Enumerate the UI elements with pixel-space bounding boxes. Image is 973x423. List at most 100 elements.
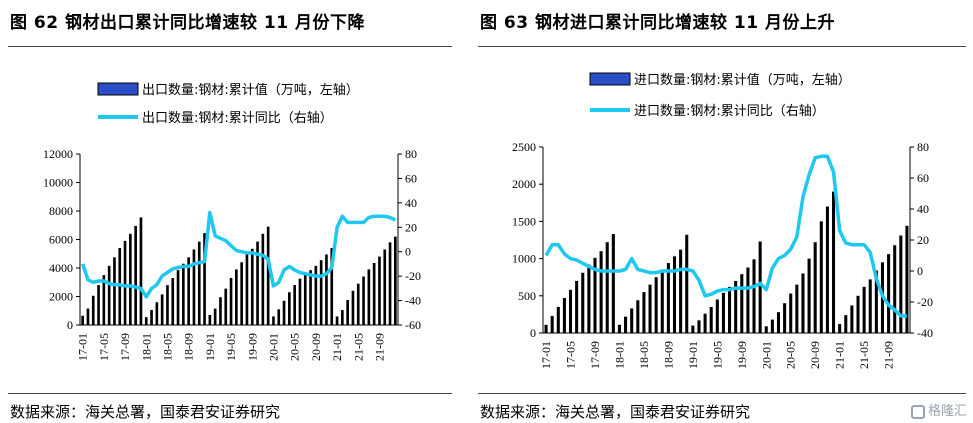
bar bbox=[666, 263, 670, 333]
bar bbox=[229, 277, 233, 325]
bar bbox=[91, 295, 95, 325]
legend-bar-label: 出口数量:钢材:累计值（万吨，左轴） bbox=[142, 82, 359, 98]
bar bbox=[562, 298, 566, 333]
bar bbox=[734, 280, 738, 333]
right-tick-label: -20 bbox=[405, 269, 421, 283]
right-tick-label: -40 bbox=[405, 294, 421, 308]
bar bbox=[691, 325, 695, 333]
x-tick-label: 21-01 bbox=[833, 341, 847, 369]
right-tick-label: 80 bbox=[917, 140, 929, 154]
bar bbox=[556, 306, 560, 333]
right-tick-label: 20 bbox=[405, 220, 417, 234]
bar bbox=[660, 269, 664, 333]
bar bbox=[728, 286, 732, 333]
bar bbox=[256, 241, 259, 325]
bar bbox=[224, 288, 228, 325]
bar bbox=[642, 292, 646, 333]
title-rule bbox=[478, 46, 966, 47]
bar bbox=[394, 236, 397, 325]
x-tick-label: 17-09 bbox=[588, 341, 602, 369]
right-tick-label: 60 bbox=[917, 171, 929, 185]
legend-line-label: 出口数量:钢材:累计同比（右轴） bbox=[142, 111, 333, 126]
bar bbox=[81, 315, 84, 325]
bar bbox=[213, 308, 217, 325]
bar bbox=[679, 249, 683, 333]
bar bbox=[874, 270, 878, 333]
x-tick-label: 20-01 bbox=[266, 333, 280, 361]
bar bbox=[813, 242, 817, 333]
x-tick-label: 19-09 bbox=[245, 333, 259, 361]
bar bbox=[303, 273, 307, 325]
figure-title: 图 62 钢材出口累计同比增速较 11 月份下降 bbox=[10, 13, 365, 33]
bar bbox=[139, 217, 143, 325]
left-tick-label: 2500 bbox=[512, 140, 536, 154]
bar bbox=[362, 276, 365, 325]
bar bbox=[795, 284, 799, 333]
bar bbox=[367, 269, 371, 325]
legend-bar-swatch bbox=[97, 82, 139, 96]
bar bbox=[356, 283, 360, 325]
bar bbox=[272, 316, 275, 325]
bar bbox=[825, 206, 829, 333]
x-tick-label: 18-05 bbox=[160, 333, 174, 361]
x-tick-label: 18-09 bbox=[661, 341, 675, 369]
bar bbox=[266, 226, 270, 325]
bar bbox=[740, 274, 744, 333]
right-tick-label: -40 bbox=[917, 326, 933, 340]
bar bbox=[764, 326, 768, 333]
bar bbox=[86, 308, 90, 325]
bar bbox=[319, 260, 323, 325]
bar bbox=[351, 290, 355, 325]
bar bbox=[776, 312, 781, 333]
x-tick-label: 20-05 bbox=[784, 341, 798, 369]
bar bbox=[648, 284, 652, 333]
bar bbox=[611, 234, 615, 333]
bar bbox=[581, 272, 585, 333]
bar bbox=[314, 265, 318, 325]
x-tick-label: 17-01 bbox=[539, 341, 553, 369]
bar bbox=[102, 275, 106, 325]
bar bbox=[203, 233, 206, 325]
bar bbox=[293, 285, 296, 325]
bar bbox=[819, 221, 823, 333]
bar bbox=[721, 292, 725, 333]
bar bbox=[832, 191, 836, 333]
left-tick-label: 0 bbox=[530, 326, 536, 340]
bar bbox=[599, 251, 603, 333]
x-tick-label: 18-09 bbox=[182, 333, 196, 361]
bar bbox=[383, 249, 387, 325]
figure-63-panel: 图 63 钢材进口累计同比增速较 11 月份上升 0 500 1000 1500 200… bbox=[470, 0, 973, 423]
bar bbox=[182, 263, 185, 325]
bar bbox=[325, 254, 328, 325]
bar bbox=[123, 240, 127, 325]
left-tick-label: 6000 bbox=[49, 233, 73, 247]
bar bbox=[107, 265, 111, 325]
bar bbox=[856, 295, 860, 333]
x-tick-label: 18-05 bbox=[637, 341, 651, 369]
import-chart: 0 500 1000 1500 2000 2500 -40 -20 0 20 40 60 80 17-01… bbox=[512, 72, 933, 369]
yoy-series-line bbox=[544, 154, 907, 318]
bar bbox=[250, 248, 254, 325]
x-tick-label: 19-05 bbox=[710, 341, 724, 369]
right-tick-label: -20 bbox=[917, 295, 933, 309]
bar bbox=[624, 316, 628, 333]
watermark-text: 格隆汇 bbox=[927, 404, 967, 419]
bar bbox=[113, 257, 116, 325]
bar bbox=[868, 279, 872, 333]
source-note: 数据来源：海关总署，国泰君安证券研究 bbox=[10, 403, 281, 421]
bar bbox=[905, 225, 909, 333]
right-tick-label: 60 bbox=[405, 171, 417, 185]
x-tick-label: 18-01 bbox=[139, 333, 153, 361]
bar bbox=[862, 286, 866, 333]
bar bbox=[192, 249, 196, 325]
left-tick-label: 1500 bbox=[512, 214, 536, 228]
bar bbox=[575, 280, 579, 333]
left-tick-label: 2000 bbox=[512, 177, 536, 191]
bar bbox=[685, 234, 689, 333]
bar bbox=[97, 285, 100, 325]
bar bbox=[568, 289, 573, 333]
bar bbox=[298, 278, 302, 325]
yoy-series-line bbox=[81, 210, 397, 299]
export-chart: 0 2000 4000 6000 8000 10000 12000 -60 -40 -20 0 20 4… bbox=[43, 82, 421, 361]
x-tick-label: 17-09 bbox=[118, 333, 132, 361]
